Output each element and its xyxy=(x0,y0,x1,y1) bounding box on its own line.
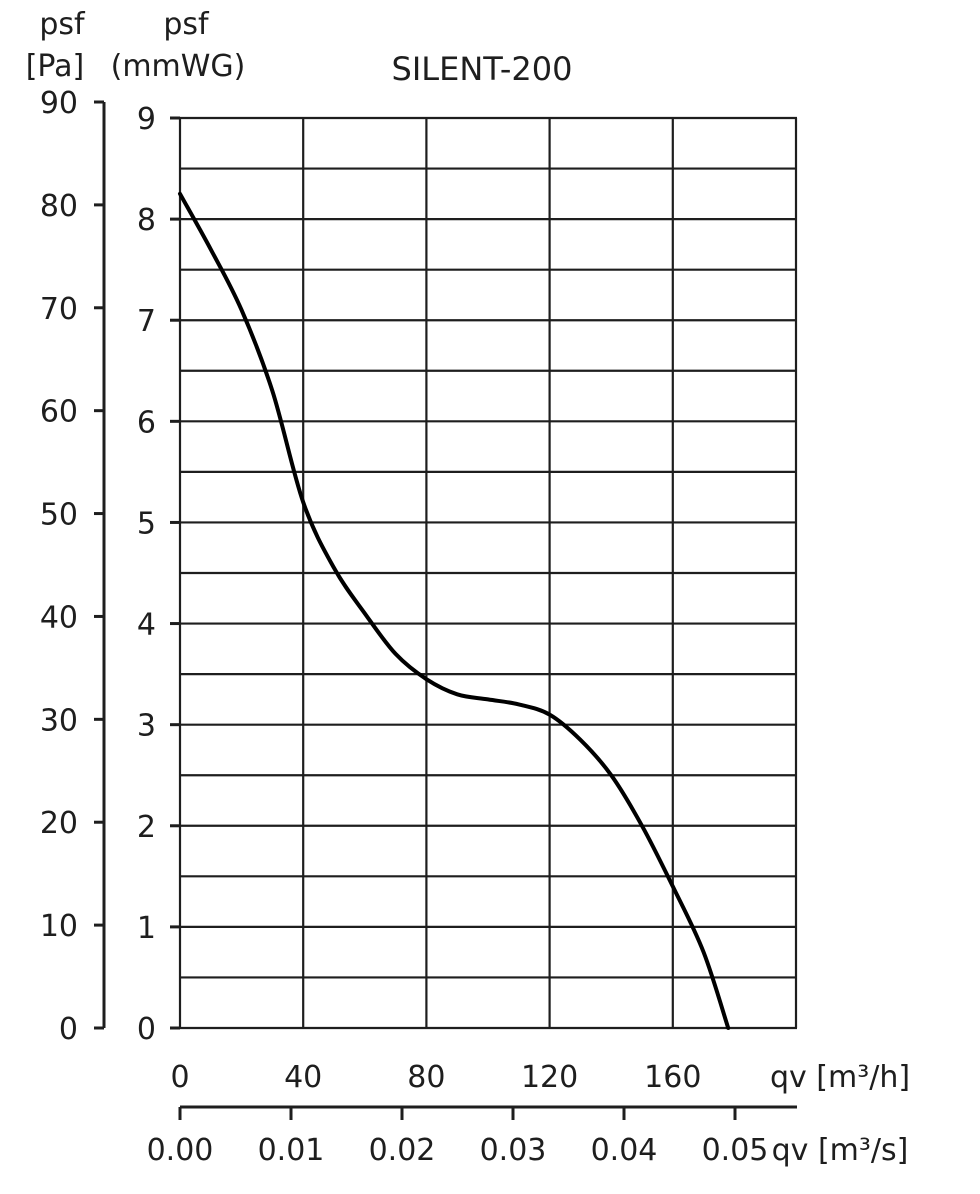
x-axis-m3s-ticks: 0.00 0.01 0.02 0.03 0.04 0.05 xyxy=(147,1107,769,1168)
y-axis-mmwg-symbol: psf xyxy=(163,7,210,42)
y-axis-pa-ticks: 0 10 20 30 40 50 60 70 80 90 xyxy=(40,86,104,1047)
y-axis-mmwg-tick-label: 6 xyxy=(137,405,156,440)
y-axis-mmwg-tick-label: 7 xyxy=(137,304,156,339)
x-axis-m3s-tick-label: 0.01 xyxy=(258,1133,325,1168)
grid-lines xyxy=(178,116,798,1030)
y-axis-pa-tick-label: 0 xyxy=(59,1012,78,1047)
chart-title: SILENT-200 xyxy=(392,50,573,88)
y-axis-mmwg-ticks: 0 1 2 3 4 5 6 7 8 9 xyxy=(137,102,180,1047)
y-axis-pa-tick-label: 30 xyxy=(40,703,78,738)
y-axis-mmwg-tick-label: 8 xyxy=(137,203,156,238)
y-axis-mmwg-tick-label: 1 xyxy=(137,911,156,946)
x-axis-m3s-tick-label: 0.05 xyxy=(702,1133,769,1168)
x-axis-m3h-tick-label: 120 xyxy=(521,1060,578,1095)
y-axis-mmwg-tick-label: 0 xyxy=(137,1012,156,1047)
axis-lines xyxy=(102,102,797,1109)
y-axis-pa-tick-label: 60 xyxy=(40,395,78,430)
y-axis-pa-unit: [Pa] xyxy=(26,49,85,84)
y-axis-mmwg-tick-label: 4 xyxy=(137,608,156,643)
x-axis-m3s-tick-label: 0.04 xyxy=(591,1133,658,1168)
y-axis-pa-tick-label: 70 xyxy=(40,292,78,327)
x-axis-m3s-tick-label: 0.00 xyxy=(147,1133,214,1168)
x-axis-m3s-tick-label: 0.03 xyxy=(480,1133,547,1168)
y-axis-pa-tick-label: 10 xyxy=(40,909,78,944)
y-axis-pa-symbol: psf xyxy=(39,7,86,42)
y-axis-mmwg-tick-label: 3 xyxy=(137,709,156,744)
y-axis-pa-tick-label: 50 xyxy=(40,498,78,533)
x-axis-m3h-tick-label: 0 xyxy=(170,1060,189,1095)
y-axis-mmwg-tick-label: 5 xyxy=(137,506,156,541)
y-axis-mmwg-tick-label: 9 xyxy=(137,102,156,137)
x-axis-m3h-tick-label: 40 xyxy=(284,1060,322,1095)
x-axis-m3h-label: qv [m³/h] xyxy=(770,1060,910,1095)
y-axis-mmwg-tick-label: 2 xyxy=(137,810,156,845)
x-axis-m3s-tick-label: 0.02 xyxy=(369,1133,436,1168)
y-axis-pa-tick-label: 40 xyxy=(40,600,78,635)
fan-curve-line xyxy=(178,191,731,1030)
x-axis-m3h-ticks: 0 40 80 120 160 xyxy=(170,1060,701,1095)
y-axis-mmwg-unit: (mmWG) xyxy=(111,49,246,84)
y-axis-pa-tick-label: 80 xyxy=(40,189,78,224)
y-axis-pa-tick-label: 20 xyxy=(40,806,78,841)
y-axis-pa-tick-label: 90 xyxy=(40,86,78,121)
x-axis-m3h-tick-label: 80 xyxy=(407,1060,445,1095)
x-axis-m3s-label: qv [m³/s] xyxy=(772,1133,909,1168)
x-axis-m3h-tick-label: 160 xyxy=(644,1060,701,1095)
